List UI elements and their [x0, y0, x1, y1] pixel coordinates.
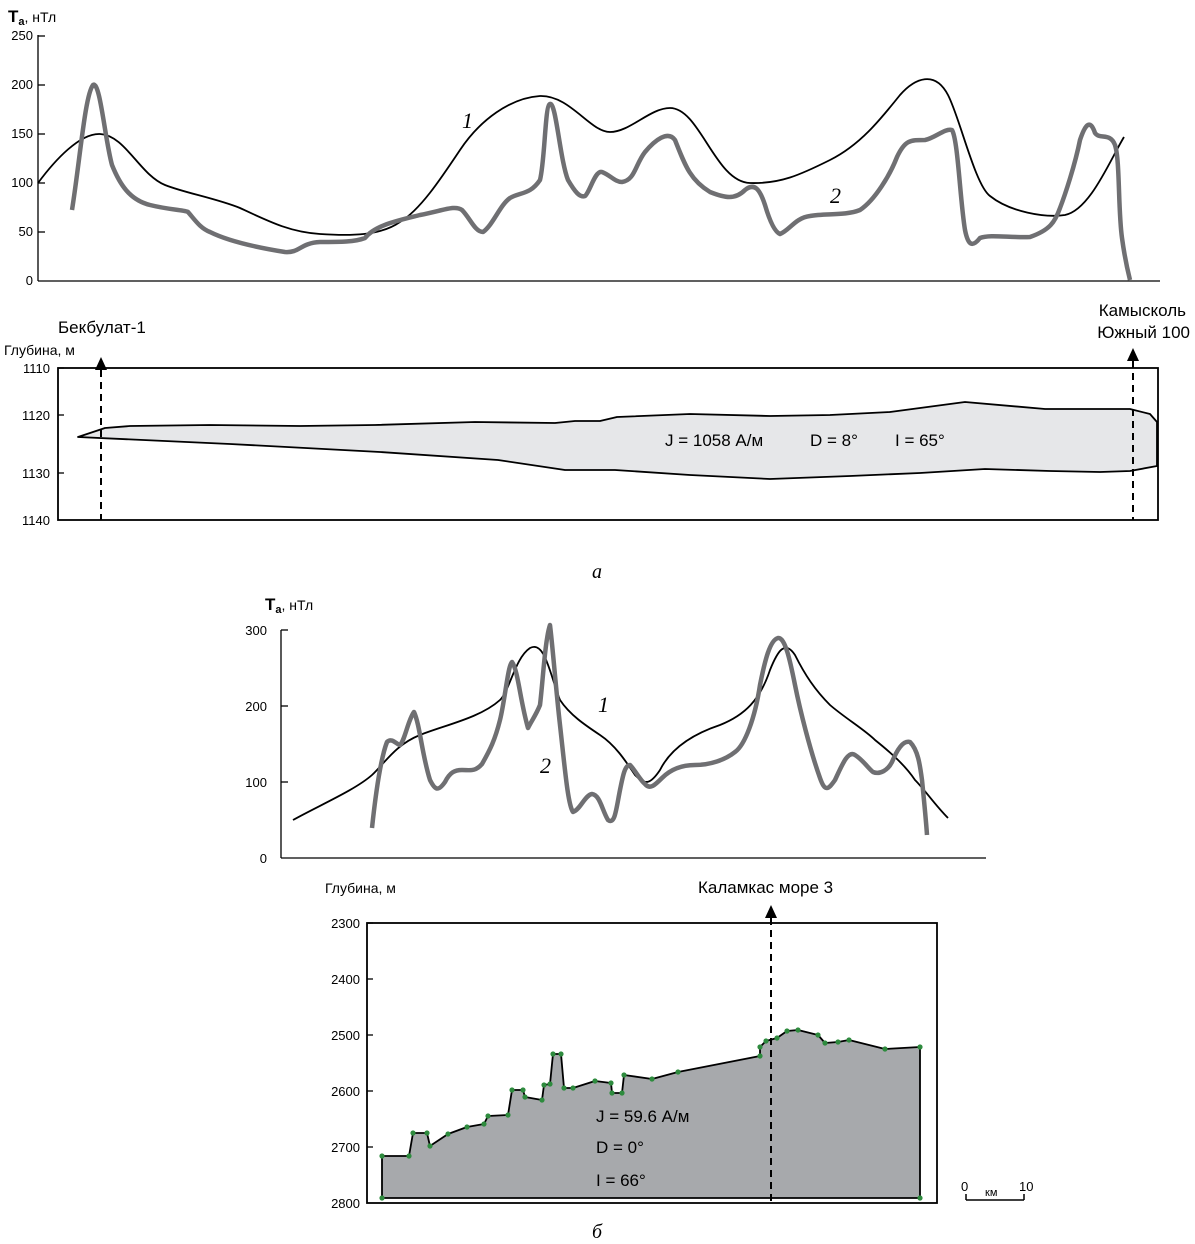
b-well-marker	[765, 905, 777, 918]
a-curve-1-label: 1	[462, 108, 473, 133]
a-well-left-marker	[95, 357, 107, 370]
b-ytick-200: 200	[245, 699, 267, 714]
a-depth-tick-1110: 1110	[23, 361, 50, 376]
a-section-frame	[57, 367, 1159, 521]
b-well-label: Каламкас море 3	[698, 878, 833, 897]
b-depth-tick-2800: 2800	[331, 1196, 360, 1211]
b-depth-tick-2400: 2400	[331, 972, 360, 987]
a-ytick-100: 100	[11, 175, 33, 190]
b-ytick-0: 0	[260, 851, 267, 866]
b-depth-tick-2700: 2700	[331, 1140, 360, 1155]
a-well-right-label-line1: Камысколь	[1099, 301, 1186, 320]
b-param-j: J = 59.6 А/м	[596, 1107, 689, 1126]
b-param-i: I = 66°	[596, 1171, 646, 1190]
a-ytick-50: 50	[19, 224, 33, 239]
b-curve-2	[369, 622, 930, 836]
b-depth-axis-title: Глубина, м	[325, 880, 396, 896]
panel-a-section: Глубина, м Бекбулат-1 Камысколь Южный 10…	[4, 301, 1190, 583]
b-param-d: D = 0°	[596, 1138, 644, 1157]
panel-a-profile: 250 200 150 100 50 0 Ta, нТл 1 2	[8, 7, 1160, 288]
a-ytick-250: 250	[11, 28, 33, 43]
a-depth-axis-title: Глубина, м	[4, 342, 75, 358]
a-well-left-label: Бекбулат-1	[58, 318, 146, 337]
a-ytick-0: 0	[26, 273, 33, 288]
a-param-d: D = 8°	[810, 431, 858, 450]
a-curve-2	[69, 82, 1133, 281]
a-well-right-label-line2: Южный 100	[1097, 323, 1190, 342]
b-y-axis-title: Ta, нТл	[265, 595, 313, 616]
a-curve-1	[37, 78, 1125, 236]
a-y-axis-title: Ta, нТл	[8, 7, 56, 28]
b-curve-2-label: 2	[540, 753, 551, 778]
b-scale-end: 10	[1019, 1179, 1033, 1194]
b-caption: б	[592, 1221, 603, 1243]
a-ytick-150: 150	[11, 126, 33, 141]
b-ytick-100: 100	[245, 775, 267, 790]
b-curve-1-label: 1	[598, 692, 609, 717]
a-caption: а	[592, 561, 602, 583]
a-curve-2-label: 2	[830, 183, 841, 208]
b-body-vertex-dots	[379, 1027, 923, 1201]
a-depth-tick-1140: 1140	[22, 513, 50, 528]
a-param-j: J = 1058 А/м	[665, 431, 763, 450]
b-scale-unit: км	[985, 1187, 997, 1199]
a-magnetic-body	[77, 401, 1158, 480]
b-depth-tick-2600: 2600	[331, 1084, 360, 1099]
a-depth-tick-1130: 1130	[22, 466, 50, 481]
b-depth-tick-2300: 2300	[331, 916, 360, 931]
b-section-frame	[366, 922, 938, 1204]
panel-b-section: Глубина, м Каламкас море 3 2300 2400 250…	[325, 878, 1033, 1243]
a-ytick-200: 200	[11, 77, 33, 92]
a-depth-tick-1120: 1120	[22, 408, 50, 423]
b-depth-tick-2500: 2500	[331, 1028, 360, 1043]
b-ytick-300: 300	[245, 623, 267, 638]
a-param-i: I = 65°	[895, 431, 945, 450]
b-scale-start: 0	[961, 1179, 968, 1194]
b-scale-bar: 0 км 10	[961, 1179, 1033, 1201]
panel-b-profile: 300 200 100 0 Ta, нТл 1 2	[245, 595, 986, 866]
a-well-right-marker	[1127, 348, 1139, 361]
